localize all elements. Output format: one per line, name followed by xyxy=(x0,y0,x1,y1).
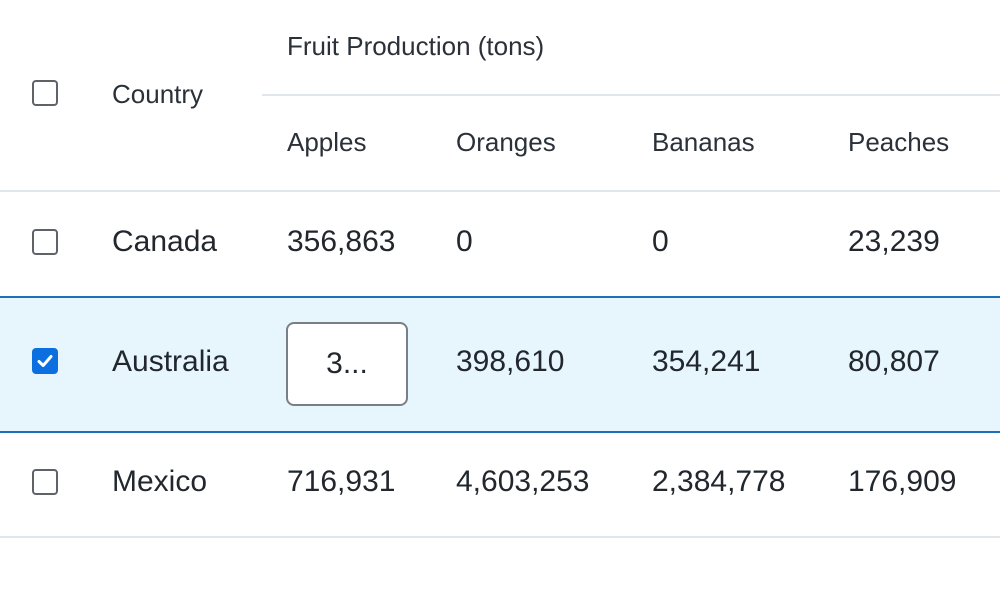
checkmark-icon xyxy=(37,355,53,367)
cell-bananas-mexico[interactable]: 2,384,778 xyxy=(652,465,786,498)
cell-bananas-australia[interactable]: 354,241 xyxy=(652,345,761,378)
column-header-bananas[interactable]: Bananas xyxy=(652,126,755,157)
row-checkbox-mexico[interactable] xyxy=(32,469,58,495)
cell-oranges-mexico[interactable]: 4,603,253 xyxy=(456,465,590,498)
column-header-oranges[interactable]: Oranges xyxy=(456,126,556,157)
cell-apples-mexico[interactable]: 716,931 xyxy=(287,465,396,498)
select-all-checkbox[interactable] xyxy=(32,80,58,106)
row-checkbox-canada[interactable] xyxy=(32,229,58,255)
cell-oranges-canada[interactable]: 0 xyxy=(456,225,473,258)
cell-bananas-canada[interactable]: 0 xyxy=(652,225,669,258)
cell-apples-canada[interactable]: 356,863 xyxy=(287,225,396,258)
column-header-country[interactable]: Country xyxy=(112,78,204,109)
cell-country-canada[interactable]: Canada xyxy=(112,225,218,258)
table-bottom-divider xyxy=(0,536,1000,538)
cell-country-australia[interactable]: Australia xyxy=(112,345,229,378)
cell-oranges-australia[interactable]: 398,610 xyxy=(456,345,565,378)
header-group-divider xyxy=(262,94,1000,96)
header-bottom-divider xyxy=(0,190,1000,192)
selected-row-highlight xyxy=(0,296,1000,433)
column-header-apples[interactable]: Apples xyxy=(287,126,367,157)
cell-peaches-australia[interactable]: 80,807 xyxy=(848,345,940,378)
cell-peaches-canada[interactable]: 23,239 xyxy=(848,225,940,258)
cell-editor-apples-australia[interactable]: 3... xyxy=(286,322,408,406)
cell-peaches-mexico[interactable]: 176,909 xyxy=(848,465,957,498)
column-header-peaches[interactable]: Peaches xyxy=(848,126,950,157)
row-checkbox-australia[interactable] xyxy=(32,348,58,374)
column-group-header-fruit-production: Fruit Production (tons) xyxy=(287,30,545,61)
cell-country-mexico[interactable]: Mexico xyxy=(112,465,208,498)
